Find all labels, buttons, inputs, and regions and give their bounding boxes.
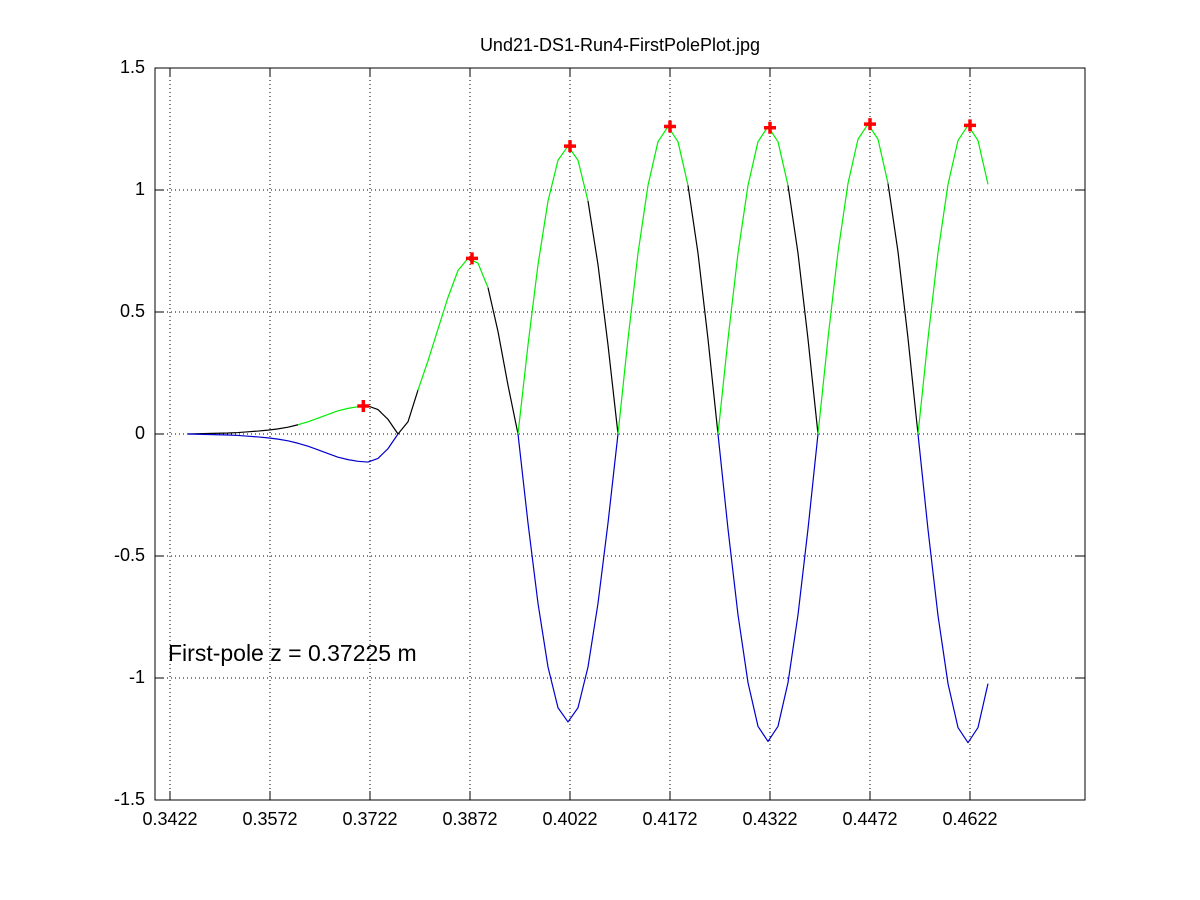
peak-marker (764, 121, 776, 134)
peak-marker (564, 140, 576, 153)
peak-marker (664, 120, 676, 133)
x-tick-label: 0.3872 (442, 809, 497, 829)
chart-title: Und21-DS1-Run4-FirstPolePlot.jpg (480, 35, 760, 55)
peak-marker (357, 399, 370, 412)
peak-marker (466, 252, 478, 265)
x-tick-label: 0.4022 (542, 809, 597, 829)
line-series (187, 183, 919, 435)
axes-box (154, 67, 1086, 801)
annotation: First-pole z = 0.37225 m (168, 640, 417, 666)
x-tick-label: 0.3572 (242, 809, 297, 829)
peak-marker (864, 118, 876, 131)
line-series (187, 433, 989, 744)
x-tick-label: 0.4172 (642, 809, 697, 829)
y-tick-label: 1 (135, 179, 145, 199)
x-tick-label: 0.4472 (842, 809, 897, 829)
line-series (297, 123, 989, 435)
y-tick-label: 1.5 (120, 57, 145, 77)
y-tick-label: 0 (135, 423, 145, 443)
y-tick-label: -1 (129, 667, 145, 687)
x-tick-label: 0.3722 (342, 809, 397, 829)
peak-marker (964, 119, 976, 132)
x-tick-label: 0.4322 (742, 809, 797, 829)
y-tick-label: -0.5 (114, 545, 145, 565)
y-tick-label: -1.5 (114, 789, 145, 809)
y-tick-label: 0.5 (120, 301, 145, 321)
x-tick-label: 0.3422 (142, 809, 197, 829)
x-tick-label: 0.4622 (942, 809, 997, 829)
